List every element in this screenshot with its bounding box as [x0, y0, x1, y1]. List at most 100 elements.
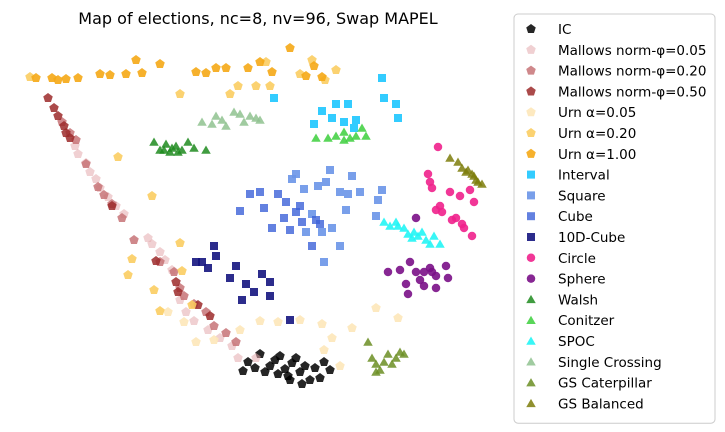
- point-single-crossing-9: [255, 115, 265, 124]
- point-gs-balanced-0: [445, 153, 455, 162]
- legend-label-gs-caterpillar: GS Caterpillar: [558, 376, 652, 392]
- point-cube-3: [260, 204, 268, 212]
- point-sphere-5: [411, 213, 421, 223]
- point-10d-cube-10: [266, 292, 274, 300]
- point-mallows-norm-0-05-21: [251, 353, 261, 363]
- point-sphere-0: [383, 267, 393, 277]
- point-square-0: [288, 175, 296, 183]
- legend-label-urn-0-05: Urn α=0.05: [558, 105, 636, 121]
- point-conitzer-2: [331, 131, 341, 140]
- series-circle: [423, 142, 479, 241]
- point-urn-0-20-10: [251, 81, 261, 91]
- series-gs-caterpillar: [363, 337, 409, 376]
- series-urn-0-05: [163, 303, 403, 371]
- point-mallows-norm-0-20-16: [221, 328, 231, 338]
- point-sphere-15: [443, 273, 453, 283]
- point-urn-0-20-14: [331, 65, 341, 75]
- point-mallows-norm-0-20-5: [99, 190, 109, 200]
- point-urn-0-05-4: [235, 325, 245, 335]
- point-ic-12: [291, 353, 301, 363]
- point-urn-0-20-3: [175, 238, 185, 248]
- point-square-19: [342, 206, 350, 214]
- point-mallows-norm-0-05-20: [233, 353, 243, 363]
- legend: IC Mallows norm-φ=0.05 Mallows norm-φ=0.20…: [513, 13, 716, 424]
- point-sphere-13: [431, 283, 441, 293]
- point-cube-1: [246, 190, 254, 198]
- point-square-14: [302, 228, 310, 236]
- point-conitzer-7: [357, 123, 367, 132]
- point-urn-1-00-20: [309, 61, 319, 71]
- point-square-6: [336, 188, 344, 196]
- point-mallows-norm-0-20-15: [209, 321, 219, 331]
- legend-marker-gs-balanced: [526, 398, 536, 408]
- point-urn-0-05-6: [273, 317, 283, 327]
- legend-marker-mallows-norm-0-05: [526, 44, 536, 54]
- point-urn-0-20-2: [147, 191, 157, 201]
- point-single-crossing-3: [221, 121, 231, 130]
- legend-label-mallows-norm-0-50: Mallows norm-φ=0.50: [558, 84, 706, 100]
- point-mallows-norm-0-20-7: [117, 213, 127, 223]
- point-mallows-norm-0-20-17: [231, 337, 241, 347]
- point-sphere-2: [401, 279, 411, 289]
- legend-entry-cube: Cube: [527, 209, 593, 225]
- series-conitzer: [311, 123, 371, 144]
- point-urn-1-00-14: [221, 63, 231, 73]
- point-cube-7: [282, 198, 290, 206]
- point-ic-17: [310, 363, 320, 373]
- point-10d-cube-13: [192, 258, 200, 266]
- legend-label-sphere: Sphere: [558, 272, 606, 288]
- point-gs-caterpillar-1: [367, 353, 377, 362]
- legend-marker-10d-cube: [527, 233, 535, 241]
- point-interval-10: [328, 114, 336, 122]
- point-urn-0-05-14: [393, 313, 403, 323]
- point-mallows-norm-0-05-3: [85, 167, 95, 177]
- point-interval-0: [270, 94, 278, 102]
- point-cube-13: [316, 220, 324, 228]
- point-urn-0-05-5: [255, 316, 265, 326]
- point-sphere-14: [441, 261, 451, 271]
- legend-entry-single-crossing: Single Crossing: [526, 355, 662, 371]
- point-square-8: [348, 172, 356, 180]
- chart-title: Map of elections, nc=8, nv=96, Swap MAPE…: [78, 9, 437, 28]
- point-spoc-0: [379, 217, 389, 226]
- legend-marker-sphere: [526, 274, 536, 283]
- point-urn-1-00-5: [95, 69, 105, 79]
- point-gs-caterpillar-4: [379, 357, 389, 366]
- legend-marker-urn-0-05: [526, 107, 536, 117]
- point-mallows-norm-0-50-9: [173, 287, 183, 297]
- point-sphere-6: [411, 267, 421, 277]
- point-10d-cube-11: [286, 316, 294, 324]
- legend-entry-circle: Circle: [526, 251, 596, 267]
- legend-entry-sphere: Sphere: [526, 272, 606, 288]
- point-mallows-norm-0-20-8: [129, 235, 139, 245]
- series-urn-1-00: [31, 43, 327, 85]
- point-interval-6: [380, 94, 388, 102]
- point-walsh-6: [177, 145, 187, 154]
- series-10d-cube: [192, 242, 294, 324]
- legend-entry-urn-0-05: Urn α=0.05: [526, 105, 636, 121]
- point-ic-8: [275, 351, 285, 361]
- point-urn-1-00-10: [155, 59, 165, 69]
- series-single-crossing: [197, 107, 265, 130]
- point-single-crossing-1: [207, 119, 217, 128]
- legend-entry-mallows-norm-0-50: Mallows norm-φ=0.50: [526, 84, 706, 100]
- point-ic-21: [285, 375, 295, 385]
- series-cube: [236, 188, 324, 250]
- point-urn-1-00-6: [105, 70, 115, 80]
- legend-marker-conitzer: [526, 315, 536, 324]
- point-spoc-10: [429, 231, 439, 240]
- point-urn-0-05-7: [295, 315, 305, 325]
- point-square-12: [378, 186, 386, 194]
- legend-label-square: Square: [558, 188, 606, 204]
- legend-marker-mallows-norm-0-20: [526, 65, 536, 75]
- point-circle-15: [431, 205, 441, 215]
- point-spoc-9: [425, 239, 435, 248]
- point-urn-1-00-4: [73, 73, 83, 83]
- point-urn-0-05-1: [179, 317, 189, 327]
- legend-label-10d-cube: 10D-Cube: [558, 230, 625, 246]
- point-interval-4: [350, 124, 358, 132]
- point-gs-balanced-4: [463, 165, 473, 174]
- point-ic-20: [325, 365, 335, 375]
- point-10d-cube-4: [232, 262, 240, 270]
